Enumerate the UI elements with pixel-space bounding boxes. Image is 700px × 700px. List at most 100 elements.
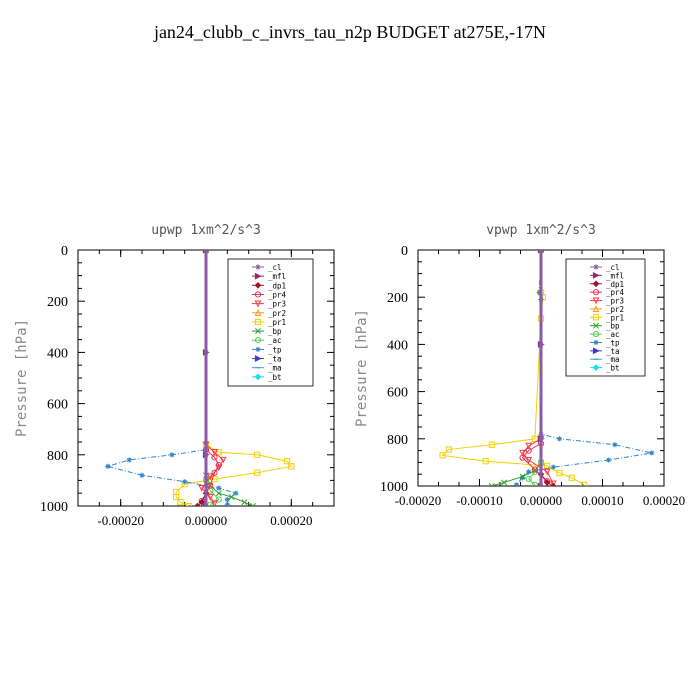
series-point-dp1: [194, 502, 201, 506]
legend-label: _cl: [268, 263, 282, 272]
series-point-pr4: [519, 454, 526, 461]
legend-marker: [593, 264, 599, 270]
x-tick-label: 0.00020: [643, 493, 685, 508]
legend-label: _ma: [268, 364, 282, 373]
series-point-cl: [203, 250, 209, 253]
legend-marker: [593, 322, 599, 329]
legend-label: _pr3: [268, 300, 286, 309]
series-point-pr3: [543, 468, 551, 476]
y-tick-label: 1000: [40, 500, 68, 515]
x-tick-label: -0.00010: [456, 493, 503, 508]
x-tick-label: 0.00010: [581, 493, 623, 508]
page-title: jan24_clubb_c_invrs_tau_n2p BUDGET at275…: [153, 22, 547, 42]
series-point-bp: [488, 483, 495, 486]
series-point-bp: [519, 473, 526, 480]
legend-label: _ac: [268, 336, 282, 345]
legend-marker: [254, 318, 262, 326]
legend-marker: [255, 346, 261, 352]
series-point-bp: [215, 490, 222, 497]
series-point-pr1: [177, 499, 184, 506]
legend-marker: [255, 264, 261, 270]
legend-label: _ma: [606, 355, 620, 364]
x-tick-label: 0.00000: [185, 513, 227, 528]
series-point-tp: [182, 479, 188, 485]
legend-box: [227, 258, 314, 387]
legend: _cl_mfl_dp1_pr4_pr3_pr2_pr1_bp_ac_tp_ta_…: [565, 258, 646, 377]
legend-label: _ta: [606, 347, 620, 356]
series-point-ac: [215, 496, 222, 503]
series-point-bp: [249, 503, 256, 506]
legend-marker: [592, 271, 600, 279]
series-point-pr1: [283, 458, 291, 465]
series-point-pr1: [488, 441, 495, 448]
series-point-pr1: [445, 446, 452, 453]
series-point-pr3: [198, 484, 206, 492]
series-point-tp: [526, 469, 532, 475]
legend-marker: [254, 282, 262, 289]
series-point-pr1: [288, 463, 295, 470]
series-point-bp: [501, 479, 508, 486]
legend-label: _dp1: [268, 281, 286, 290]
legend-marker: [254, 272, 262, 280]
series-point-ac: [525, 475, 532, 483]
series-line-pr1: [441, 250, 585, 486]
series-point-pr1: [580, 481, 588, 486]
series-point-pr3: [519, 449, 526, 457]
series-point-bp: [241, 499, 248, 506]
series-point-tp: [126, 457, 132, 463]
series-point-pr1: [556, 469, 563, 477]
series-point-pr3: [549, 480, 557, 486]
series-point-bp: [228, 494, 235, 500]
legend-marker: [592, 347, 600, 355]
legend-marker: [254, 291, 262, 298]
series-point-pr3: [206, 473, 214, 481]
series-point-pr3: [206, 493, 214, 501]
legend-label: _pr3: [606, 297, 624, 306]
legend-label: _pr4: [268, 290, 287, 299]
series-point-dp1: [543, 479, 551, 486]
legend-label: _bt: [268, 373, 282, 382]
legend-label: _tp: [606, 338, 620, 347]
series-point-pr1: [482, 458, 489, 465]
series-line-bp: [491, 250, 542, 486]
series-point-pr3: [211, 500, 218, 506]
legend-label: _pr4: [606, 288, 625, 297]
legend-marker: [254, 309, 262, 316]
legend-marker: [255, 328, 261, 335]
series-point-cl: [203, 503, 209, 506]
series-point-pr3: [525, 442, 533, 450]
series-point-pr1: [568, 474, 575, 481]
legend-marker: [592, 305, 600, 313]
y-tick-label: 0: [61, 244, 68, 259]
x-tick-label: 0.00000: [520, 493, 562, 508]
y-tick-label: 200: [47, 295, 68, 310]
series-point-dp1: [549, 482, 557, 486]
series-point-tp: [556, 436, 563, 442]
series-point-dp1: [198, 498, 206, 506]
legend-marker: [254, 337, 262, 344]
legend-label: _cl: [606, 263, 620, 272]
series-line-pr4: [521, 250, 548, 482]
x-tick-label: -0.00020: [395, 493, 442, 508]
series-point-cl: [203, 452, 209, 458]
chart-title: upwp 1xm^2/s^3: [151, 223, 261, 238]
legend-label: _bp: [606, 322, 620, 331]
series-point-pr3: [219, 456, 227, 464]
series-point-tp: [169, 452, 175, 458]
series-point-pr1: [531, 435, 538, 442]
legend-label: _dp1: [606, 280, 624, 289]
chart-panel-2: vpwp 1xm^2/s^3 Pressure [hPa] 0 200 400 600 80…: [354, 223, 685, 508]
legend-label: _ta: [268, 355, 282, 364]
series-point-tp: [216, 485, 222, 491]
series-point-cl: [203, 349, 209, 355]
series-point-pr1: [254, 469, 261, 476]
series-point-pr1: [254, 451, 261, 458]
series-point-tp: [139, 472, 145, 478]
series-point-pr4: [525, 447, 532, 454]
series-point-cl: [538, 483, 544, 486]
y-tick-label: 800: [47, 449, 68, 464]
legend-label: _tp: [268, 345, 282, 354]
legend-label: _pr1: [606, 313, 624, 322]
legend-marker: [593, 339, 599, 346]
